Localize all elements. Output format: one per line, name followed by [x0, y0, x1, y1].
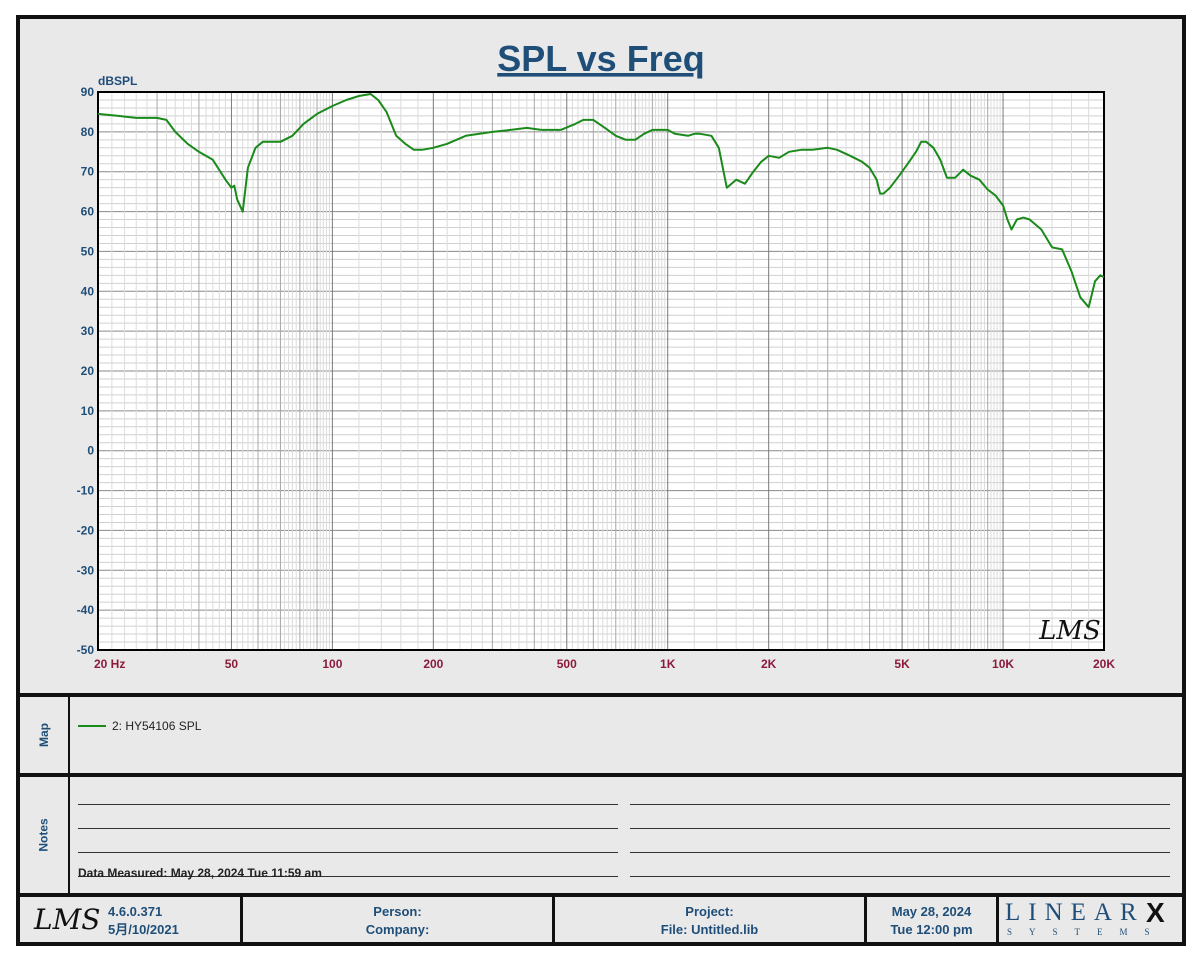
y-axis-label: dBSPL	[98, 74, 137, 88]
print-time: Tue 12:00 pm	[890, 922, 973, 937]
note-line	[78, 804, 618, 805]
x-tick-label: 50	[225, 657, 239, 671]
note-line	[630, 876, 1170, 877]
plot-border	[97, 91, 1105, 651]
y-tick-label: -30	[77, 563, 95, 577]
grid-lines	[97, 91, 1105, 651]
note-line	[630, 804, 1170, 805]
y-tick-label: 20	[81, 364, 95, 378]
y-tick-label: 40	[81, 284, 95, 298]
file-label: File: Untitled.lib	[660, 922, 759, 937]
version-date: 5月/10/2021	[108, 922, 179, 937]
data-measured-text: Data Measured: May 28, 2024 Tue 11:59 am	[78, 866, 322, 880]
y-tick-label: 70	[81, 165, 95, 179]
spl-chart: SPL vs Freq dBSPL 9080706050403020100-10…	[77, 38, 1116, 671]
x-tick-labels: 20 Hz 50 100 200 500 1K 2K 5K 10K 20K	[94, 657, 1115, 671]
project-block: Project: File: Untitled.lib	[555, 903, 864, 939]
y-tick-label: 60	[81, 205, 95, 219]
y-tick-label: 10	[81, 404, 95, 418]
y-tick-label: 80	[81, 125, 95, 139]
map-section-label: Map	[37, 723, 51, 747]
y-tick-label: 50	[81, 244, 95, 258]
x-tick-label: 1K	[660, 657, 676, 671]
footer-divider	[552, 897, 555, 942]
lms-logo: LMS	[34, 903, 101, 936]
note-line	[630, 852, 1170, 853]
x-tick-label: 20 Hz	[94, 657, 125, 671]
y-tick-label: -50	[77, 643, 95, 657]
version-number: 4.6.0.371	[108, 904, 163, 919]
x-tick-label: 100	[322, 657, 342, 671]
company-label: Company:	[365, 922, 430, 937]
y-tick-label: 30	[81, 324, 95, 338]
series-group	[97, 93, 1105, 309]
x-tick-label: 500	[557, 657, 577, 671]
y-tick-label: -20	[77, 523, 95, 537]
x-tick-label: 20K	[1093, 657, 1115, 671]
map-divider	[20, 773, 1182, 777]
linearx-x-mark: X	[1146, 897, 1165, 928]
chart-divider	[20, 693, 1182, 697]
notes-side-divider	[68, 777, 70, 895]
notes-section-label: Notes	[37, 818, 51, 852]
y-tick-label: -10	[77, 484, 95, 498]
y-tick-label: 0	[87, 444, 94, 458]
notes-divider	[20, 893, 1182, 897]
linearx-logo: LINEAR X SYSTEMS	[1005, 897, 1175, 939]
note-line	[78, 828, 618, 829]
note-line	[630, 828, 1170, 829]
legend-label: 2: HY54106 SPL	[112, 719, 202, 733]
legend-swatch	[78, 725, 106, 727]
chart-title: SPL vs Freq	[497, 38, 704, 79]
y-tick-label: 90	[81, 85, 95, 99]
lms-watermark: LMS	[1038, 616, 1101, 646]
note-line	[78, 876, 618, 877]
linearx-systems: SYSTEMS	[1007, 927, 1167, 937]
y-tick-labels: 90 80 70 60 50 40 30 20 10 0 -10 -20 -30 -40 -50	[77, 85, 95, 657]
note-line	[78, 852, 618, 853]
person-block: Person: Company:	[243, 903, 552, 939]
x-tick-label: 2K	[761, 657, 777, 671]
footer-divider	[864, 897, 867, 942]
version-block: 4.6.0.371 5月/10/2021	[108, 903, 179, 939]
person-label: Person:	[373, 904, 422, 919]
date-block: May 28, 2024 Tue 12:00 pm	[867, 903, 996, 939]
footer-divider	[240, 897, 243, 942]
linearx-wordmark: LINEAR	[1005, 899, 1145, 926]
project-label: Project:	[685, 904, 734, 919]
footer-divider	[996, 897, 999, 942]
y-tick-label: -40	[77, 603, 95, 617]
map-side-divider	[68, 697, 70, 773]
x-tick-label: 10K	[992, 657, 1014, 671]
x-tick-label: 200	[423, 657, 443, 671]
print-date: May 28, 2024	[891, 904, 972, 919]
map-legend-item: 2: HY54106 SPL	[78, 719, 201, 733]
x-tick-label: 5K	[894, 657, 910, 671]
lms-report-frame: SPL vs Freq dBSPL 90 80 70 60 50 40 30 20 10 0 -10…	[16, 15, 1186, 946]
spl-curve	[97, 93, 1105, 309]
